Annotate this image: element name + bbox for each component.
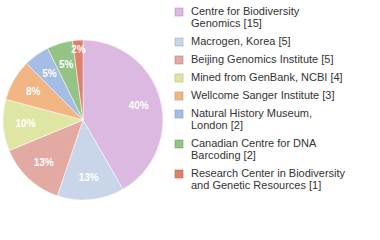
legend-label: Wellcome Sanger Institute [3]	[191, 89, 334, 101]
legend-swatch	[175, 74, 183, 82]
legend-swatch	[175, 38, 183, 46]
data-label: 13%	[79, 172, 99, 183]
chart: 40%13%13%10%8%5%5%2%Centre for Biodivers…	[0, 0, 380, 240]
legend-label: Research Center in Biodiversityand Genet…	[191, 167, 346, 191]
legend-label: Centre for BiodiversityGenomics [15]	[191, 5, 300, 29]
legend-label: Mined from GenBank, NCBI [4]	[191, 71, 343, 83]
legend-swatch	[175, 140, 183, 148]
legend-swatch	[175, 92, 183, 100]
pie	[3, 40, 163, 200]
legend: Centre for BiodiversityGenomics [15] Macr…	[175, 5, 346, 191]
data-label: 13%	[34, 157, 54, 168]
legend-label: Beijing Genomics Institute [5]	[191, 53, 333, 65]
legend-label: Macrogen, Korea [5]	[191, 35, 291, 47]
legend-label: Canadian Centre for DNABarcoding [2]	[191, 137, 317, 161]
data-label: 5%	[42, 68, 57, 79]
data-label: 2%	[71, 44, 86, 55]
data-label: 5%	[59, 59, 74, 70]
data-label: 10%	[16, 118, 36, 129]
data-labels: 40%13%13%10%8%5%5%2%	[16, 44, 149, 183]
legend-label: Natural History Museum,London [2]	[191, 107, 312, 131]
legend-swatch	[175, 110, 183, 118]
data-label: 40%	[129, 100, 149, 111]
legend-swatch	[175, 8, 183, 16]
data-label: 8%	[26, 86, 41, 97]
legend-swatch	[175, 56, 183, 64]
legend-swatch	[175, 170, 183, 178]
